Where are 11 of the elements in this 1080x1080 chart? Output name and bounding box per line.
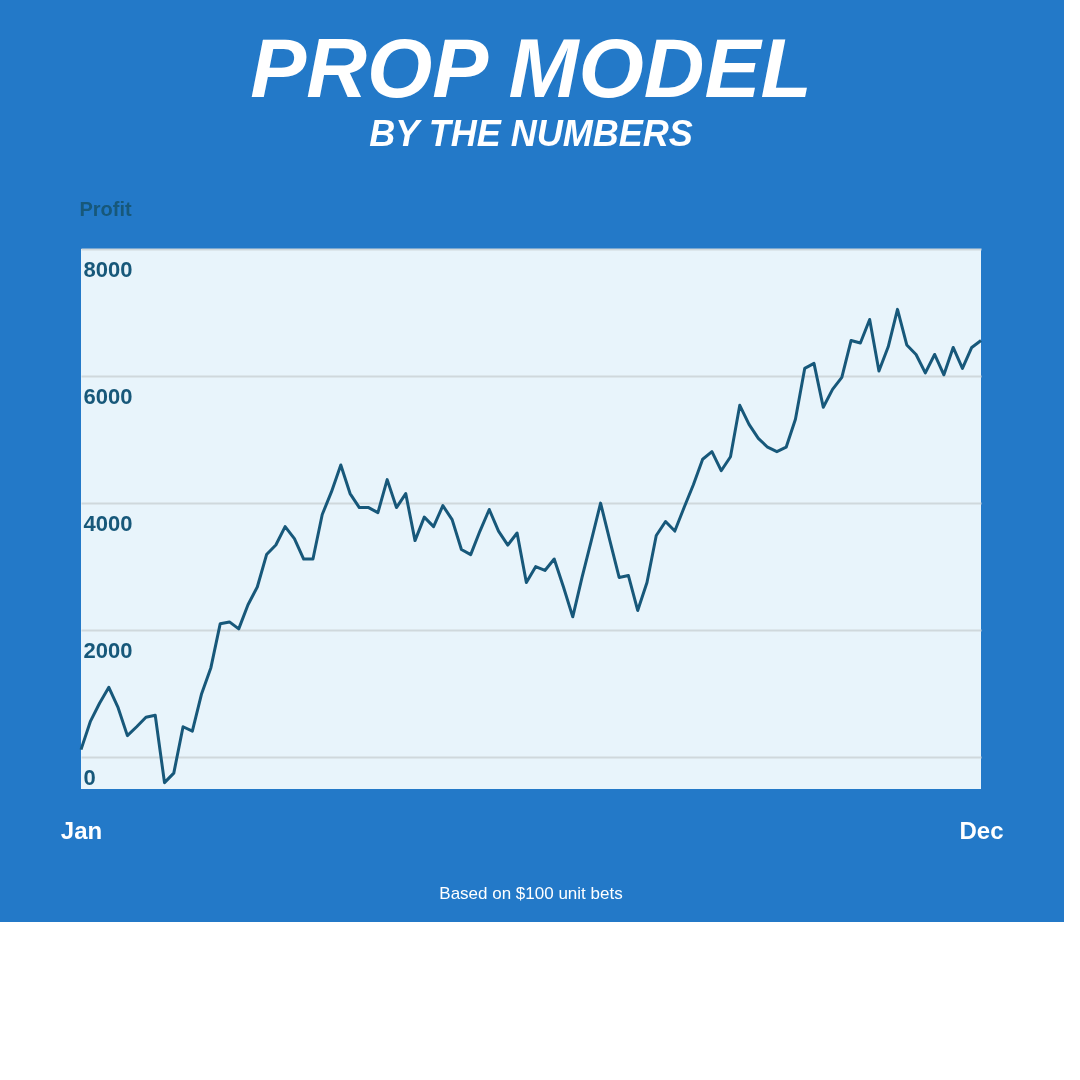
y-tick-label: 2000: [83, 637, 133, 663]
y-tick-label: 6000: [83, 383, 133, 409]
x-tick-label: Jan: [60, 816, 103, 844]
y-tick-label: 0: [83, 764, 96, 790]
y-axis-title: Profit: [79, 197, 133, 220]
chart-title: PROP MODEL: [250, 21, 812, 115]
x-tick-label: Dec: [959, 816, 1004, 844]
chart-subtitle: BY THE NUMBERS: [369, 113, 693, 154]
text: Based on $100 unit bets: [439, 884, 623, 903]
y-tick-label: 8000: [83, 256, 133, 282]
y-tick-label: 4000: [83, 510, 133, 536]
